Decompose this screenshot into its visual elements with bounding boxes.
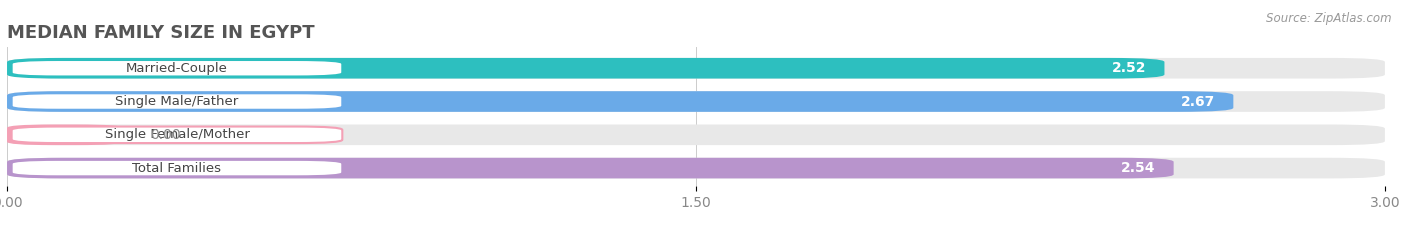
FancyBboxPatch shape (7, 91, 1233, 112)
FancyBboxPatch shape (7, 124, 122, 145)
FancyBboxPatch shape (11, 60, 342, 76)
FancyBboxPatch shape (7, 124, 1385, 145)
Text: 2.54: 2.54 (1121, 161, 1156, 175)
Text: Single Female/Mother: Single Female/Mother (104, 128, 249, 141)
FancyBboxPatch shape (7, 91, 1385, 112)
FancyBboxPatch shape (7, 58, 1385, 79)
Text: 2.67: 2.67 (1181, 95, 1215, 109)
Text: 0.00: 0.00 (150, 128, 181, 142)
FancyBboxPatch shape (11, 127, 342, 143)
Text: 2.52: 2.52 (1112, 61, 1146, 75)
FancyBboxPatch shape (7, 58, 1164, 79)
Text: Married-Couple: Married-Couple (127, 62, 228, 75)
Text: MEDIAN FAMILY SIZE IN EGYPT: MEDIAN FAMILY SIZE IN EGYPT (7, 24, 315, 42)
FancyBboxPatch shape (11, 93, 342, 110)
Text: Single Male/Father: Single Male/Father (115, 95, 239, 108)
Text: Source: ZipAtlas.com: Source: ZipAtlas.com (1267, 12, 1392, 25)
Text: Total Families: Total Families (132, 162, 222, 175)
FancyBboxPatch shape (7, 158, 1174, 178)
FancyBboxPatch shape (7, 158, 1385, 178)
FancyBboxPatch shape (11, 160, 342, 176)
